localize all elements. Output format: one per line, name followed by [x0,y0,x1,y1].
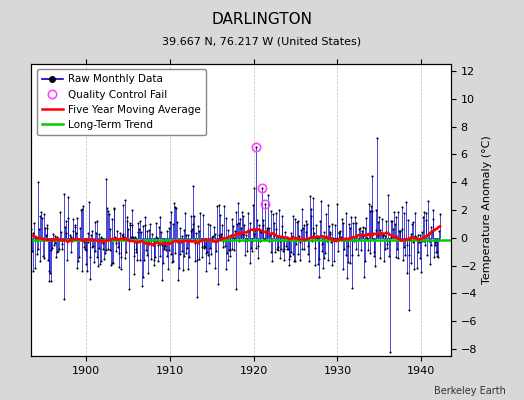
Text: DARLINGTON: DARLINGTON [212,12,312,27]
Text: 39.667 N, 76.217 W (United States): 39.667 N, 76.217 W (United States) [162,36,362,46]
Text: Berkeley Earth: Berkeley Earth [434,386,506,396]
Y-axis label: Temperature Anomaly (°C): Temperature Anomaly (°C) [483,136,493,284]
Legend: Raw Monthly Data, Quality Control Fail, Five Year Moving Average, Long-Term Tren: Raw Monthly Data, Quality Control Fail, … [37,69,206,135]
